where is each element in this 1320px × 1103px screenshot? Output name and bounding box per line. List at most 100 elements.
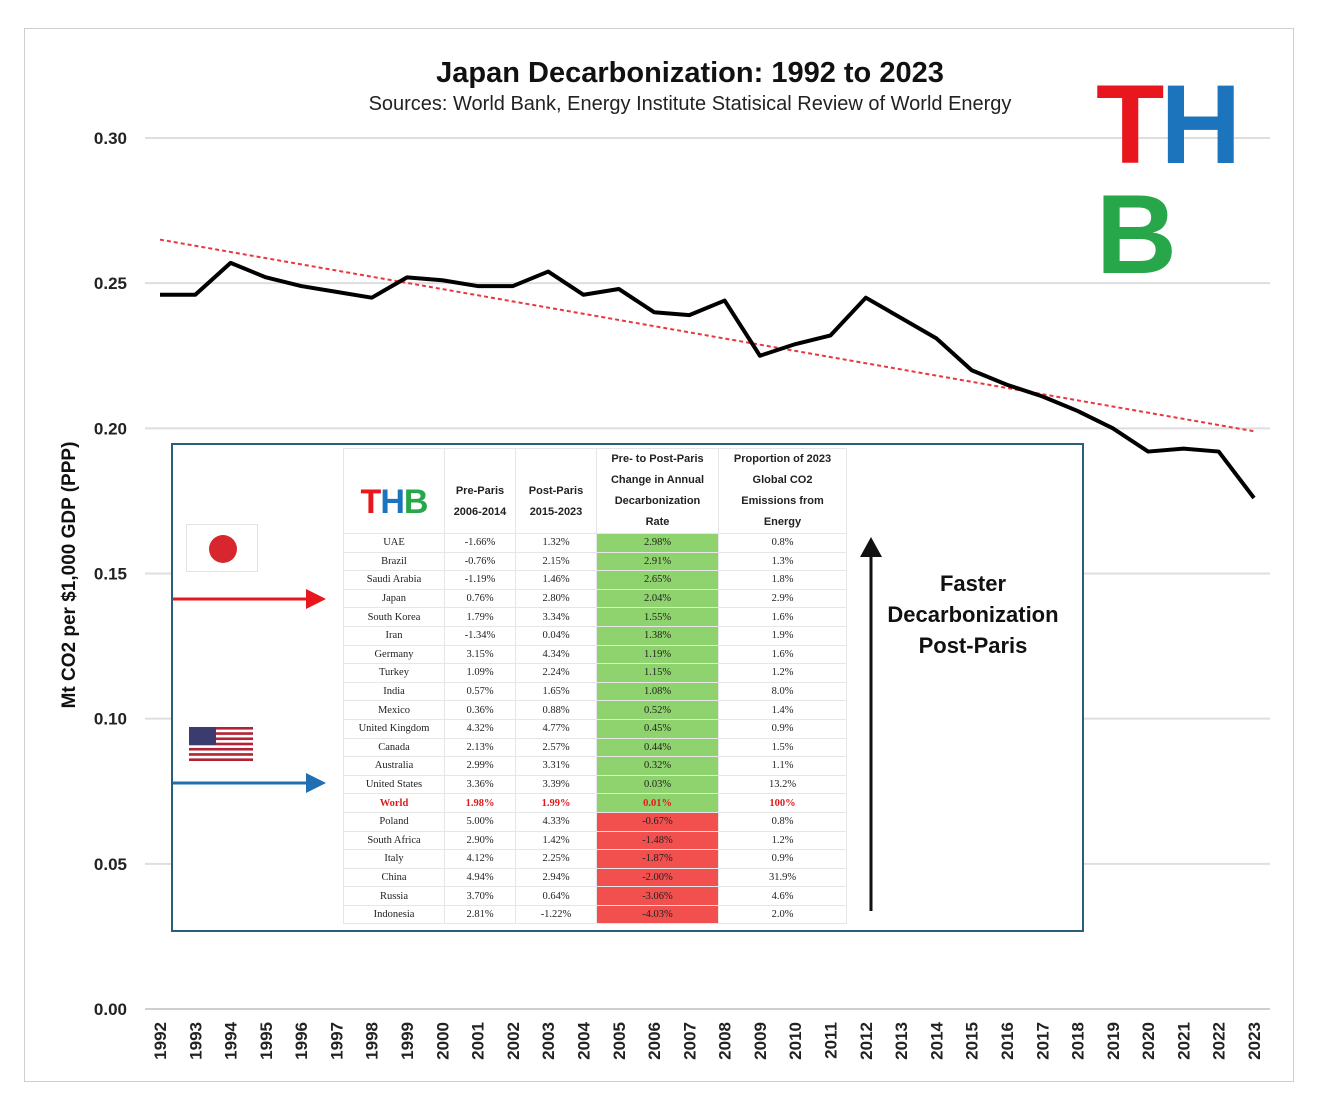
header-line: 2015-2023	[529, 506, 583, 518]
table-row: Saudi Arabia -1.19% 1.46% 2.65% 1.8%	[343, 570, 847, 590]
cell-change: 0.44%	[596, 737, 719, 758]
faster-arrow-head	[860, 537, 882, 557]
header-line: Pre-Paris	[455, 485, 505, 497]
x-tick-label: 2009	[751, 1022, 770, 1060]
table-row: United Kingdom 4.32% 4.77% 0.45% 0.9%	[343, 718, 847, 739]
x-tick-label: 2002	[504, 1022, 523, 1060]
faster-decarbonization-label: Faster Decarbonization Post-Paris	[863, 568, 1083, 661]
cell-share: 100%	[718, 793, 847, 813]
cell-country: Australia	[343, 756, 445, 776]
japan-pointer-arrowhead	[306, 589, 326, 609]
x-tick-label: 2011	[822, 1022, 841, 1059]
table-row: Brazil -0.76% 2.15% 2.91% 1.3%	[343, 551, 847, 572]
chart-subtitle: Sources: World Bank, Energy Institute St…	[369, 93, 1012, 115]
x-tick-label: 2020	[1139, 1022, 1158, 1060]
cell-pre-paris: 3.36%	[444, 774, 516, 795]
cell-country: Japan	[343, 588, 445, 609]
header-pre-paris: Pre-Paris 2006-2014	[444, 448, 516, 534]
y-tick-label: 0.15	[94, 565, 127, 584]
inset-table-panel: THB Pre-Paris 2006-2014 Post-Paris 2015-…	[171, 443, 1084, 932]
us-pointer-arrowhead	[306, 773, 326, 793]
cell-share: 1.2%	[718, 663, 847, 683]
cell-share: 1.8%	[718, 570, 847, 590]
table-row: Canada 2.13% 2.57% 0.44% 1.5%	[343, 737, 847, 758]
cell-pre-paris: 0.36%	[444, 700, 516, 720]
cell-post-paris: 2.94%	[515, 867, 597, 888]
y-axis-label: Mt CO2 per $1,000 GDP (PPP)	[59, 442, 80, 709]
x-tick-label: 1993	[186, 1022, 205, 1060]
header-post-paris: Post-Paris 2015-2023	[515, 448, 597, 534]
cell-change: 1.15%	[596, 663, 719, 683]
cell-change: 1.08%	[596, 681, 719, 702]
logo-letter-b: B	[1096, 172, 1177, 297]
us-flag-icon	[189, 727, 253, 761]
cell-change: 2.04%	[596, 588, 719, 609]
cell-country: South Korea	[343, 607, 445, 627]
cell-pre-paris: -1.34%	[444, 625, 516, 646]
annotation-line: Post-Paris	[918, 633, 1028, 658]
mini-logo-b: B	[403, 483, 429, 521]
cell-pre-paris: 2.81%	[444, 904, 516, 925]
cell-country: Italy	[343, 849, 445, 869]
cell-share: 2.0%	[718, 904, 847, 925]
x-tick-label: 1996	[292, 1022, 311, 1060]
header-line: Rate	[645, 516, 670, 528]
cell-country: United Kingdom	[343, 718, 445, 739]
cell-share: 1.3%	[718, 551, 847, 572]
pointer-arrows	[173, 537, 882, 911]
table-row: UAE -1.66% 1.32% 2.98% 0.8%	[343, 533, 847, 553]
cell-country: China	[343, 867, 445, 888]
cell-share: 1.5%	[718, 737, 847, 758]
thb-logo: THB	[1096, 62, 1248, 291]
table-header-logo: THB	[343, 448, 445, 534]
annotation-line: Faster	[939, 571, 1007, 596]
header-line: Post-Paris	[528, 485, 584, 497]
cell-country: Poland	[343, 811, 445, 832]
cell-change: 0.01%	[596, 793, 719, 813]
header-line: Decarbonization	[614, 495, 701, 507]
x-tick-label: 2001	[469, 1022, 488, 1060]
header-line: Emissions from	[741, 495, 824, 507]
cell-post-paris: 2.15%	[515, 551, 597, 572]
annotation-line: Decarbonization	[887, 602, 1059, 627]
header-change: Pre- to Post-Paris Change in Annual Deca…	[596, 448, 719, 534]
cell-share: 1.6%	[718, 607, 847, 627]
mini-logo-t: T	[360, 483, 382, 521]
table-row: India 0.57% 1.65% 1.08% 8.0%	[343, 681, 847, 702]
cell-share: 0.8%	[718, 811, 847, 832]
cell-pre-paris: 0.57%	[444, 681, 516, 702]
x-tick-label: 2018	[1069, 1022, 1088, 1060]
table-row: World 1.98% 1.99% 0.01% 100%	[343, 793, 847, 813]
y-tick-label: 0.10	[94, 710, 127, 729]
table-row: Indonesia 2.81% -1.22% -4.03% 2.0%	[343, 904, 847, 925]
x-tick-label: 2023	[1245, 1022, 1264, 1060]
cell-post-paris: 0.88%	[515, 700, 597, 720]
cell-post-paris: 0.04%	[515, 625, 597, 646]
cell-country: India	[343, 681, 445, 702]
cell-share: 1.2%	[718, 830, 847, 851]
cell-post-paris: 2.57%	[515, 737, 597, 758]
y-tick-label: 0.30	[94, 129, 127, 148]
logo-letter-h: H	[1160, 62, 1241, 187]
cell-post-paris: 4.77%	[515, 718, 597, 739]
x-tick-label: 2013	[892, 1022, 911, 1060]
y-tick-label: 0.20	[94, 419, 127, 438]
cell-post-paris: 2.25%	[515, 849, 597, 869]
cell-pre-paris: -1.66%	[444, 533, 516, 553]
cell-change: 1.55%	[596, 607, 719, 627]
japan-flag-icon	[186, 524, 258, 572]
cell-pre-paris: -1.19%	[444, 570, 516, 590]
header-line: Pre- to Post-Paris	[611, 453, 704, 465]
cell-pre-paris: 4.32%	[444, 718, 516, 739]
x-tick-label: 2003	[539, 1022, 558, 1060]
cell-share: 31.9%	[718, 867, 847, 888]
table-row: South Africa 2.90% 1.42% -1.48% 1.2%	[343, 830, 847, 851]
table-row: Iran -1.34% 0.04% 1.38% 1.9%	[343, 625, 847, 646]
y-tick-label: 0.05	[94, 855, 127, 874]
y-axis-ticks: 0.00 0.05 0.10 0.15 0.20 0.25 0.30	[94, 129, 127, 1019]
cell-change: 1.38%	[596, 625, 719, 646]
cell-share: 0.9%	[718, 849, 847, 869]
table-header-row: THB Pre-Paris 2006-2014 Post-Paris 2015-…	[343, 448, 847, 534]
x-tick-label: 2014	[927, 1021, 946, 1059]
